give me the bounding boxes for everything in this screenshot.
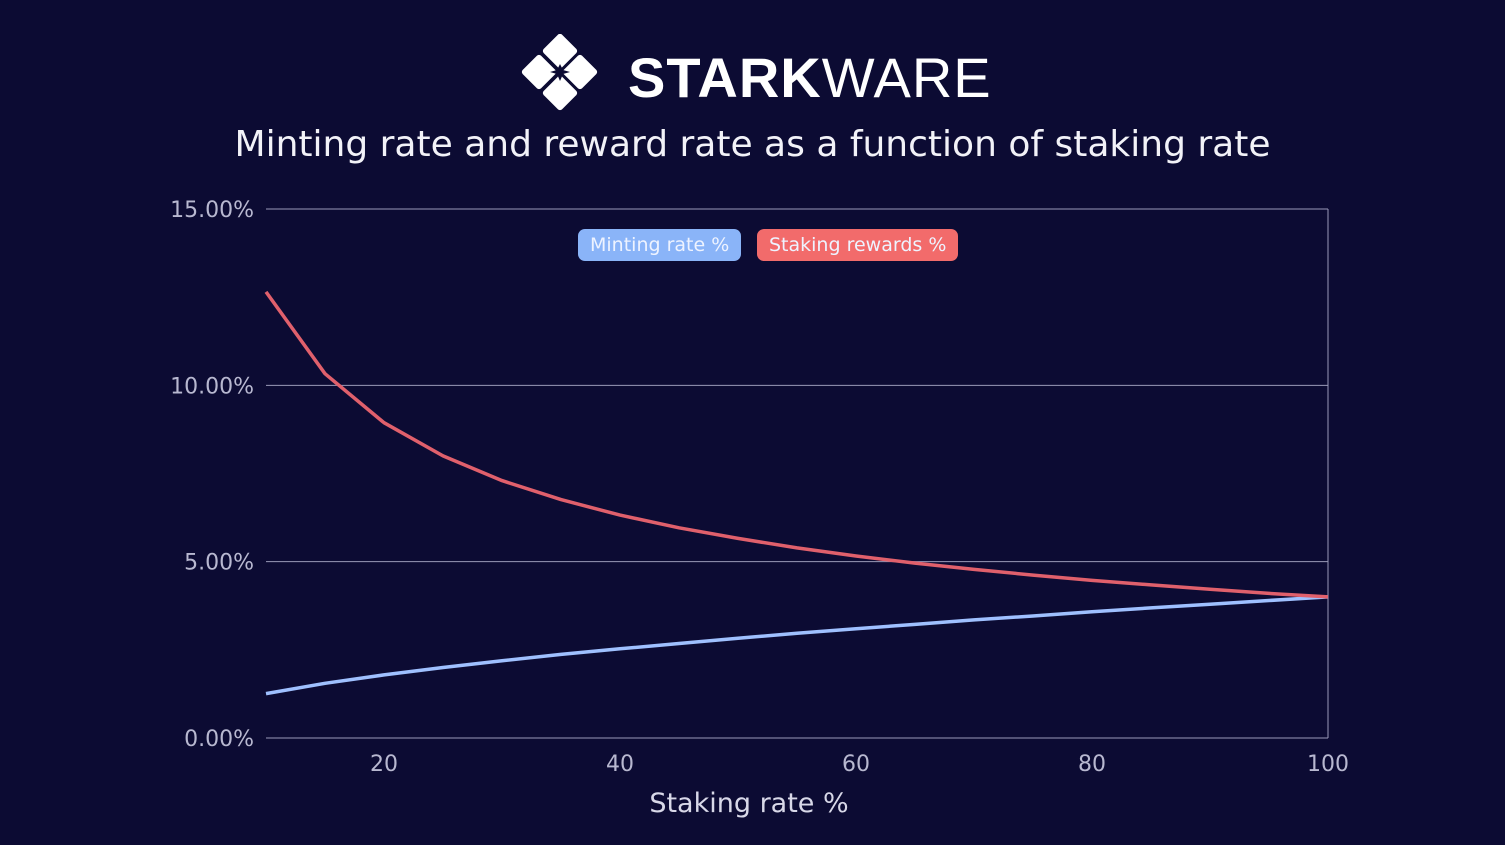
logo-word-ware: WARE	[821, 45, 992, 109]
x-tick-label: 80	[1078, 752, 1106, 777]
logo-word-stark: STARK	[628, 45, 822, 109]
logo-wordmark: STARKWARE	[628, 45, 992, 110]
y-tick-label: 0.00%	[184, 727, 254, 752]
starkware-logo-icon	[521, 34, 598, 111]
legend-staking-rewards: Staking rewards %	[757, 229, 959, 261]
x-tick-label: 100	[1307, 752, 1349, 777]
y-tick-label: 5.00%	[184, 551, 254, 576]
x-axis-label: Staking rate %	[649, 788, 848, 819]
series-line-minting-rate	[265, 595, 1329, 696]
y-tick-label: 15.00%	[170, 198, 254, 223]
x-tick-label: 60	[842, 752, 870, 777]
chart-title: Minting rate and reward rate as a functi…	[234, 124, 1271, 165]
x-tick-label: 40	[606, 752, 634, 777]
x-tick-label: 20	[370, 752, 398, 777]
y-tick-label: 10.00%	[170, 374, 254, 399]
series-line-staking-rewards	[264, 290, 1329, 599]
starkware-logo: STARKWARE	[520, 34, 992, 120]
legend-minting-rate: Minting rate %	[578, 229, 742, 261]
